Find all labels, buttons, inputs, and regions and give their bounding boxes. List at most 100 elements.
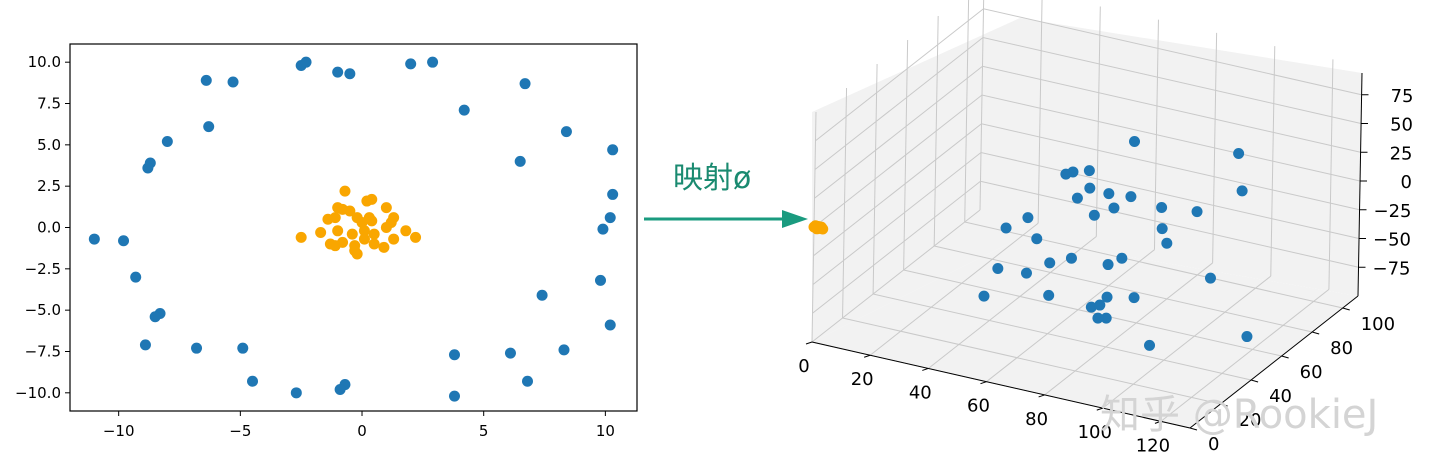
outer-point-3d xyxy=(1044,257,1056,269)
x-tick-label-2d: 10 xyxy=(596,422,615,440)
z-tick-label-3d: 25 xyxy=(1390,143,1413,164)
grid-line xyxy=(812,180,1359,314)
x-tick-3d xyxy=(805,341,813,345)
inner-point xyxy=(358,225,370,237)
outer-point xyxy=(597,223,609,235)
outer-point xyxy=(427,56,439,68)
x-tick-3d xyxy=(1038,394,1045,398)
outer-point-3d xyxy=(1102,259,1114,271)
inner-point xyxy=(351,248,363,260)
grid-line xyxy=(964,221,1343,309)
outer-point xyxy=(521,375,533,387)
outer-point-3d xyxy=(1233,148,1245,160)
outer-point xyxy=(536,289,548,301)
outer-point-3d xyxy=(978,290,990,302)
y-tick-label-2d: 7.5 xyxy=(37,95,61,113)
y-tick-label-2d: 0.0 xyxy=(37,219,61,237)
outer-point-3d xyxy=(1125,191,1137,203)
inner-point xyxy=(368,238,380,250)
mapping-arrow: 映射ø xyxy=(644,161,808,228)
y-tick-label-3d: 60 xyxy=(1300,362,1323,383)
grid-line xyxy=(872,293,1252,381)
axes-3d-ticks: 0 20 40 60 80 100 120 0 20 40 60 80 100 75 50 25 0 −25 −50… xyxy=(798,86,1413,457)
grid-line xyxy=(934,245,1313,333)
outer-point xyxy=(514,155,526,167)
grid-line xyxy=(869,222,1039,356)
outer-point-3d xyxy=(1094,299,1106,311)
y-tick-3d xyxy=(1220,403,1228,407)
outer-point xyxy=(161,136,173,148)
pane-floor xyxy=(812,238,1358,428)
grid-line xyxy=(815,8,1362,142)
outer-point xyxy=(203,121,215,133)
watermark: 知乎 @RookieJ xyxy=(1100,392,1378,438)
outer-point-3d xyxy=(1088,209,1100,221)
outer-point xyxy=(247,375,259,387)
x-tick-label-3d: 80 xyxy=(1025,409,1048,430)
y-tick-label-3d: 20 xyxy=(1239,410,1262,431)
x-tick-label-2d: 0 xyxy=(357,422,367,440)
x-tick-label-3d: 40 xyxy=(909,382,932,403)
outer-point-3d xyxy=(1128,292,1140,304)
grid-line xyxy=(813,123,1360,257)
outer-point xyxy=(519,78,531,90)
y-tick-label-2d: −2.5 xyxy=(25,260,61,278)
outer-point xyxy=(604,212,616,224)
inner-point xyxy=(366,215,378,227)
outer-point xyxy=(604,319,616,331)
outer-point-3d xyxy=(1129,135,1141,147)
y-tick-label-3d: 80 xyxy=(1330,338,1353,359)
outer-point xyxy=(448,349,460,361)
outer-point xyxy=(558,344,570,356)
outer-point xyxy=(334,384,346,396)
inner-point xyxy=(358,233,370,245)
outer-point-3d xyxy=(1020,267,1032,279)
outer-point-3d xyxy=(992,262,1004,274)
inner-point xyxy=(315,226,327,238)
outer-point-3d xyxy=(1236,185,1248,197)
inner-point xyxy=(368,228,380,240)
outer-point-3d xyxy=(1101,291,1113,303)
inner-point xyxy=(346,228,358,240)
outer-point xyxy=(458,104,470,116)
x-tick-label-3d: 20 xyxy=(851,369,874,390)
x-tick-3d xyxy=(1154,420,1162,424)
inner-point xyxy=(388,233,400,245)
y-tick-label-2d: 2.5 xyxy=(37,177,61,195)
x-axis-3d-line xyxy=(811,341,1191,429)
y-tick-3d xyxy=(1250,379,1259,383)
outer-point-3d xyxy=(1000,222,1012,234)
outer-point xyxy=(290,387,302,399)
inner-point xyxy=(380,222,392,233)
points-2d xyxy=(88,56,619,402)
y-tick-label-3d: 40 xyxy=(1269,386,1292,407)
grid-line xyxy=(814,36,1362,170)
outer-point-3d xyxy=(1191,206,1203,218)
grid-line xyxy=(842,317,1221,405)
outer-point-3d xyxy=(1043,289,1055,301)
grid-3d xyxy=(811,0,1362,429)
outer-point xyxy=(200,74,212,86)
z-tick-label-3d: −25 xyxy=(1374,201,1412,222)
outer-point xyxy=(88,233,100,245)
pane-left xyxy=(812,18,1020,342)
grid-line xyxy=(1102,275,1272,409)
outer-point-3d xyxy=(1022,212,1034,224)
outer-point xyxy=(405,58,417,70)
outer-point-3d xyxy=(1144,339,1156,351)
outer-point xyxy=(332,66,344,78)
y-tick-label-3d: 100 xyxy=(1361,314,1395,335)
z-axis-3d-line xyxy=(1357,72,1363,297)
z-tick-label-3d: 75 xyxy=(1391,86,1414,107)
outer-point-3d xyxy=(1156,223,1168,235)
inner-point xyxy=(380,202,392,214)
x-tick-label-3d: 0 xyxy=(798,356,809,377)
x-tick-label-3d: 120 xyxy=(1136,435,1170,456)
outer-point-3d xyxy=(1116,252,1128,264)
x-tick-label-2d: 5 xyxy=(479,422,489,440)
outer-point-3d xyxy=(1241,331,1253,343)
outer-point xyxy=(448,390,460,402)
outer-point xyxy=(191,342,203,354)
y-axis-2d: 10.0 7.5 5.0 2.5 0.0 −2.5 −5.0 −7.5 −10.0 xyxy=(15,53,70,402)
y-tick-label-2d: −10.0 xyxy=(15,384,61,402)
